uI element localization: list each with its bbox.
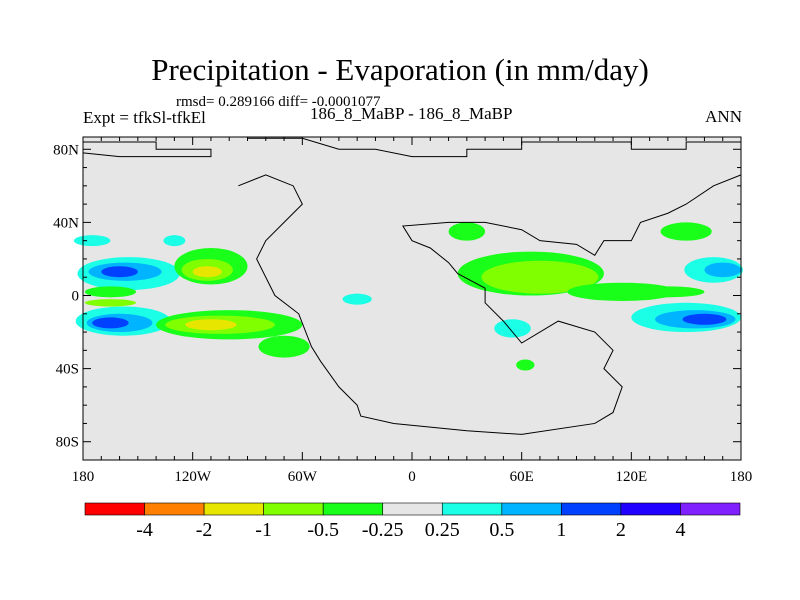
chart-subtitle: rmsd= 0.289166 diff= -0.0001077 bbox=[176, 94, 381, 110]
anomaly-region bbox=[448, 222, 486, 241]
colorbar-label: -0.25 bbox=[362, 519, 404, 541]
colorbar-label: 0.5 bbox=[489, 519, 514, 541]
anomaly-region bbox=[84, 299, 137, 307]
anomaly-region bbox=[84, 286, 137, 298]
colorbar-box bbox=[322, 502, 384, 516]
colorbar-label: 0.25 bbox=[425, 519, 460, 541]
lon-tick-label: 60E bbox=[510, 469, 534, 485]
colorbar-label: -1 bbox=[255, 519, 272, 541]
anomaly-region bbox=[704, 262, 741, 278]
colorbar-box bbox=[441, 502, 503, 516]
colorbar-box bbox=[84, 502, 145, 516]
coastline bbox=[247, 137, 741, 158]
colorbar-box bbox=[144, 502, 205, 516]
anomaly-region bbox=[163, 235, 186, 247]
anomaly-region bbox=[631, 286, 705, 298]
anomaly-region bbox=[101, 266, 138, 278]
lon-tick-label: 120E bbox=[615, 469, 647, 485]
right-label: ANN bbox=[705, 107, 742, 126]
center-label: 186_8_MaBP - 186_8_MaBP bbox=[310, 104, 513, 123]
colorbar-box bbox=[203, 502, 264, 516]
lon-tick-label: 180 bbox=[730, 469, 753, 485]
colorbar-label: 4 bbox=[675, 519, 685, 541]
chart-title: Precipitation - Evaporation (in mm/day) bbox=[151, 52, 649, 87]
anomaly-region bbox=[481, 260, 599, 294]
coastline bbox=[82, 141, 212, 158]
coastline bbox=[238, 174, 742, 435]
lat-tick-label: 40N bbox=[53, 215, 79, 231]
colorbar-box bbox=[561, 502, 622, 516]
lon-tick-label: 60W bbox=[288, 469, 318, 485]
anomaly-region bbox=[185, 319, 237, 331]
anomaly-region bbox=[258, 335, 310, 358]
colorbar-box bbox=[501, 502, 562, 516]
lat-tick-label: 80S bbox=[56, 435, 79, 451]
lat-tick-label: 80N bbox=[53, 142, 79, 158]
colorbar-box bbox=[680, 502, 741, 516]
colorbar-label: -4 bbox=[136, 519, 153, 541]
anomaly-region bbox=[516, 359, 535, 371]
lon-tick-label: 0 bbox=[408, 469, 416, 485]
left-label: Expt = tfkSl-tfkEl bbox=[83, 108, 206, 127]
lon-tick-label: 120W bbox=[174, 469, 212, 485]
colorbar-label: -0.5 bbox=[307, 519, 339, 541]
lon-tick-label: 180 bbox=[72, 469, 95, 485]
anomaly-region bbox=[494, 319, 531, 338]
lat-tick-label: 0 bbox=[72, 289, 80, 305]
anomaly-region bbox=[660, 222, 712, 241]
colorbar-label: 1 bbox=[556, 519, 566, 541]
colorbar-label: -2 bbox=[196, 519, 213, 541]
colorbar-box bbox=[263, 502, 324, 516]
anomaly-region bbox=[192, 266, 222, 278]
anomaly-region bbox=[342, 293, 372, 305]
lat-tick-label: 40S bbox=[56, 362, 79, 378]
anomaly-region bbox=[682, 313, 727, 325]
colorbar-label: 2 bbox=[616, 519, 626, 541]
anomaly-region bbox=[92, 317, 129, 329]
anomaly-region bbox=[73, 235, 111, 247]
colorbar-box bbox=[382, 502, 443, 516]
colorbar-box bbox=[620, 502, 681, 516]
